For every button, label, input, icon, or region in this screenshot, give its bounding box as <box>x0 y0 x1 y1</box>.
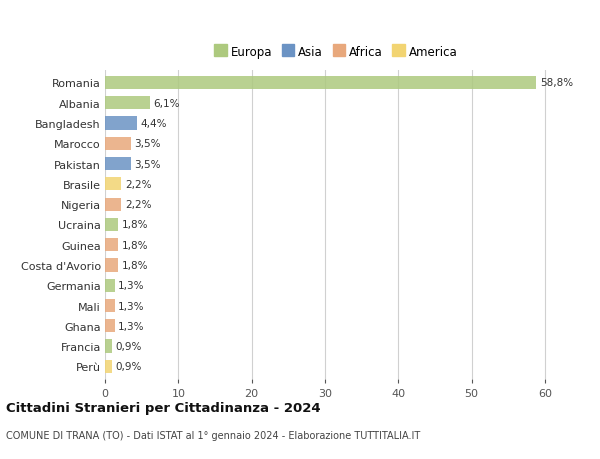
Text: 1,8%: 1,8% <box>122 240 148 250</box>
Bar <box>105 157 131 171</box>
Text: 2,2%: 2,2% <box>125 179 151 190</box>
Bar <box>105 239 118 252</box>
Text: 0,9%: 0,9% <box>115 341 142 351</box>
Text: 3,5%: 3,5% <box>134 159 161 169</box>
Bar <box>105 319 115 333</box>
Text: 1,3%: 1,3% <box>118 280 145 291</box>
Bar <box>105 218 118 231</box>
Text: COMUNE DI TRANA (TO) - Dati ISTAT al 1° gennaio 2024 - Elaborazione TUTTITALIA.I: COMUNE DI TRANA (TO) - Dati ISTAT al 1° … <box>6 431 420 440</box>
Text: 1,8%: 1,8% <box>122 260 148 270</box>
Bar <box>105 198 121 211</box>
Text: 58,8%: 58,8% <box>540 78 573 88</box>
Bar <box>105 97 150 110</box>
Text: 1,3%: 1,3% <box>118 321 145 331</box>
Text: 1,8%: 1,8% <box>122 220 148 230</box>
Bar <box>105 259 118 272</box>
Legend: Europa, Asia, Africa, America: Europa, Asia, Africa, America <box>214 46 458 59</box>
Bar <box>105 360 112 373</box>
Bar <box>105 178 121 191</box>
Bar <box>105 340 112 353</box>
Text: 0,9%: 0,9% <box>115 362 142 371</box>
Bar <box>105 117 137 130</box>
Text: Cittadini Stranieri per Cittadinanza - 2024: Cittadini Stranieri per Cittadinanza - 2… <box>6 401 320 414</box>
Text: 3,5%: 3,5% <box>134 139 161 149</box>
Text: 2,2%: 2,2% <box>125 200 151 210</box>
Bar <box>105 137 131 151</box>
Text: 4,4%: 4,4% <box>141 119 167 129</box>
Text: 6,1%: 6,1% <box>154 99 180 108</box>
Bar <box>105 299 115 313</box>
Bar <box>105 77 536 90</box>
Text: 1,3%: 1,3% <box>118 301 145 311</box>
Bar <box>105 279 115 292</box>
